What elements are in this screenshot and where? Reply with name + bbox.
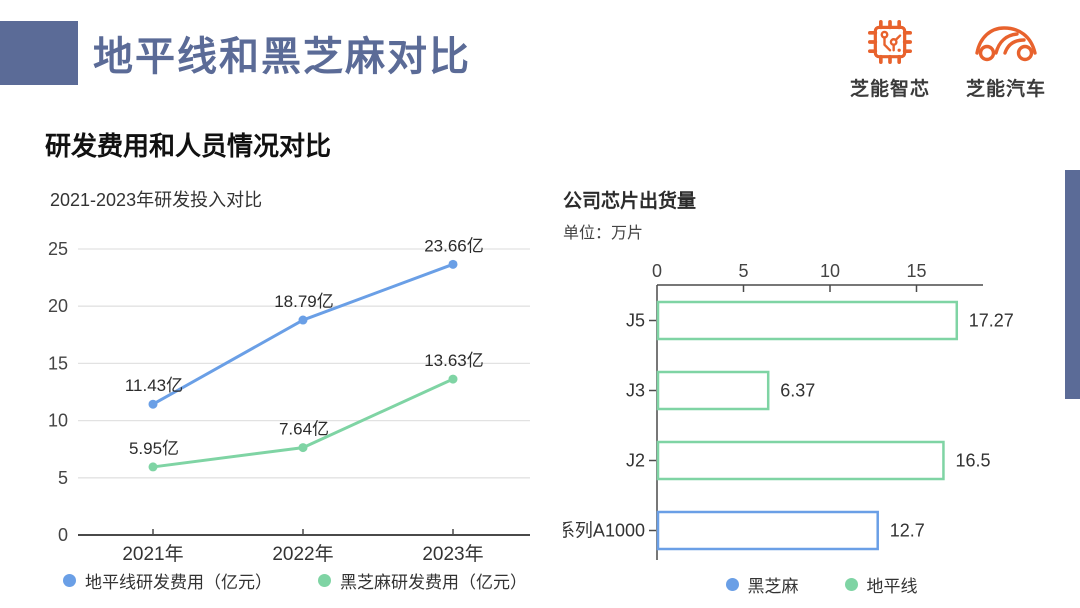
y-tick-label: 10 bbox=[48, 411, 68, 431]
data-point bbox=[298, 443, 308, 453]
y-tick-label: 15 bbox=[48, 353, 68, 373]
data-point bbox=[298, 315, 308, 325]
data-point bbox=[448, 259, 458, 269]
x-tick-label: 2021年 bbox=[122, 543, 183, 565]
x-tick-label: 0 bbox=[652, 261, 662, 281]
bar-value-label: 16.5 bbox=[955, 451, 990, 471]
legend-item: 黑芝麻研发费用（亿元） bbox=[318, 568, 527, 593]
legend-item: 地平线 bbox=[844, 572, 918, 597]
x-tick-label: 15 bbox=[906, 261, 926, 281]
data-point bbox=[448, 374, 458, 384]
chip-shipments-bar-chart: 公司芯片出货量 单位：万片 0 5 10 15 J5 17.27 J3 6.37 J2 16.5 系… bbox=[563, 183, 1080, 597]
legend-label: 黑芝麻研发费用（亿元） bbox=[340, 573, 527, 592]
legend-dot bbox=[844, 578, 858, 591]
legend-label: 地平线研发费用（亿元） bbox=[85, 573, 272, 592]
data-point-label: 13.63亿 bbox=[424, 351, 484, 370]
data-point-label: 11.43亿 bbox=[125, 376, 183, 395]
bar-value-label: 6.37 bbox=[780, 381, 815, 401]
side-accent-strip bbox=[1065, 170, 1080, 399]
legend-label: 黑芝麻 bbox=[747, 577, 799, 596]
bar-chart-canvas: 0 5 10 15 J5 17.27 J3 6.37 J2 16.5 系列A1000 12.7 bbox=[563, 261, 1014, 560]
data-point-label: 7.64亿 bbox=[279, 420, 329, 439]
logo-label: 芝能汽车 bbox=[965, 79, 1046, 100]
category-label: J5 bbox=[626, 311, 645, 331]
bar bbox=[656, 510, 879, 551]
x-tick-label: 2023年 bbox=[422, 543, 483, 565]
data-point-label: 18.79亿 bbox=[274, 292, 334, 311]
bar-chart-title: 公司芯片出货量 bbox=[563, 191, 697, 212]
y-tick-label: 5 bbox=[58, 468, 68, 488]
title-accent-block bbox=[0, 21, 78, 85]
y-tick-label: 20 bbox=[48, 296, 68, 316]
data-point bbox=[148, 399, 158, 409]
line-chart-legend: 地平线研发费用（亿元） 黑芝麻研发费用（亿元） bbox=[45, 568, 545, 593]
logo-label: 芝能智芯 bbox=[849, 79, 930, 100]
rd-investment-line-chart: 2021-2023年研发投入对比 0 5 10 15 20 25 2021年 2022年 202… bbox=[45, 183, 545, 595]
chip-icon bbox=[867, 20, 912, 69]
y-tick-label: 25 bbox=[48, 239, 68, 259]
bar-chart-unit: 单位：万片 bbox=[563, 225, 644, 242]
car-icon bbox=[974, 20, 1038, 69]
legend-dot bbox=[318, 574, 331, 587]
page-title: 地平线和黑芝麻对比 bbox=[93, 35, 471, 79]
category-label: J2 bbox=[626, 451, 645, 471]
x-tick-label: 2022年 bbox=[272, 543, 333, 565]
line-chart-canvas: 0 5 10 15 20 25 2021年 2022年 2023年 11.43亿 18.79亿 23.… bbox=[48, 236, 530, 565]
x-tick-label: 5 bbox=[738, 261, 748, 281]
section-heading: 研发费用和人员情况对比 bbox=[45, 131, 332, 161]
bar-chart-legend: 黑芝麻 地平线 bbox=[563, 572, 1080, 597]
y-tick-label: 0 bbox=[58, 525, 68, 545]
legend-item: 黑芝麻 bbox=[725, 572, 799, 597]
legend-dot bbox=[63, 574, 76, 587]
data-point-label: 23.66亿 bbox=[424, 236, 484, 255]
bar-value-label: 17.27 bbox=[969, 311, 1014, 331]
legend-label: 地平线 bbox=[866, 577, 918, 596]
x-tick-label: 10 bbox=[820, 261, 840, 281]
logo-zhineng-zhixin: 芝能智芯 bbox=[850, 20, 930, 101]
data-point-label: 5.95亿 bbox=[129, 439, 179, 458]
line-series bbox=[151, 262, 455, 406]
category-label: J3 bbox=[626, 381, 645, 401]
bar bbox=[656, 370, 770, 411]
bar bbox=[656, 440, 945, 481]
legend-item: 地平线研发费用（亿元） bbox=[63, 568, 272, 593]
line-chart-title: 2021-2023年研发投入对比 bbox=[50, 190, 263, 210]
category-label: 系列A1000 bbox=[563, 521, 645, 541]
bar bbox=[656, 300, 959, 341]
bar-value-label: 12.7 bbox=[890, 521, 925, 541]
legend-dot bbox=[725, 578, 739, 591]
logo-group: 芝能智芯 芝能汽车 bbox=[850, 20, 1046, 101]
logo-zhineng-qiche: 芝能汽车 bbox=[966, 20, 1046, 101]
data-point bbox=[148, 462, 158, 472]
